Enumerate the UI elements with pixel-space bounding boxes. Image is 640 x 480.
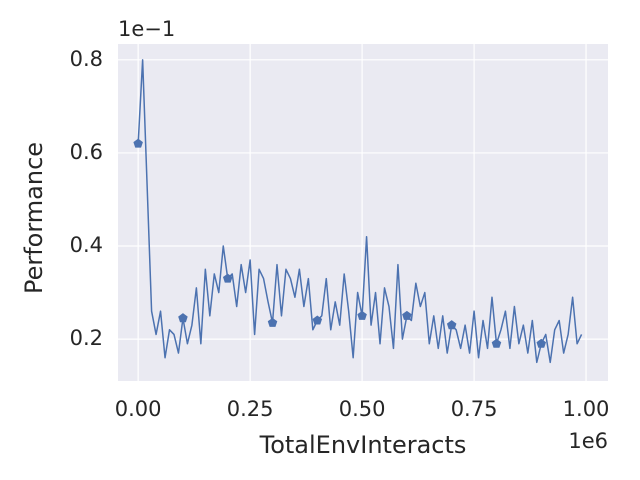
- marker: [178, 313, 188, 323]
- marker: [357, 310, 367, 320]
- x-tick-label: 0.50: [339, 397, 386, 421]
- x-axis-label: TotalEnvInteracts: [259, 431, 467, 459]
- marker: [536, 338, 547, 348]
- marker: [402, 310, 412, 320]
- y-tick-label: 0.8: [70, 47, 103, 71]
- y-offset-label: 1e−1: [118, 17, 175, 41]
- marker: [133, 138, 143, 148]
- y-tick-label: 0.2: [70, 326, 103, 350]
- marker: [222, 273, 233, 283]
- y-axis-label: Performance: [20, 142, 48, 294]
- x-tick-label: 0.00: [115, 397, 162, 421]
- y-tick-label: 0.6: [70, 140, 103, 164]
- x-tick-label: 0.75: [451, 397, 498, 421]
- marker: [267, 317, 278, 327]
- x-tick-label: 1.00: [563, 397, 610, 421]
- x-offset-label: 1e6: [568, 429, 608, 453]
- data-line: [137, 59, 583, 364]
- marker: [491, 338, 502, 348]
- plot-area: [118, 44, 608, 381]
- marker: [446, 320, 457, 330]
- marker: [312, 315, 323, 325]
- x-tick-label: 0.25: [227, 397, 274, 421]
- y-tick-label: 0.4: [70, 233, 103, 257]
